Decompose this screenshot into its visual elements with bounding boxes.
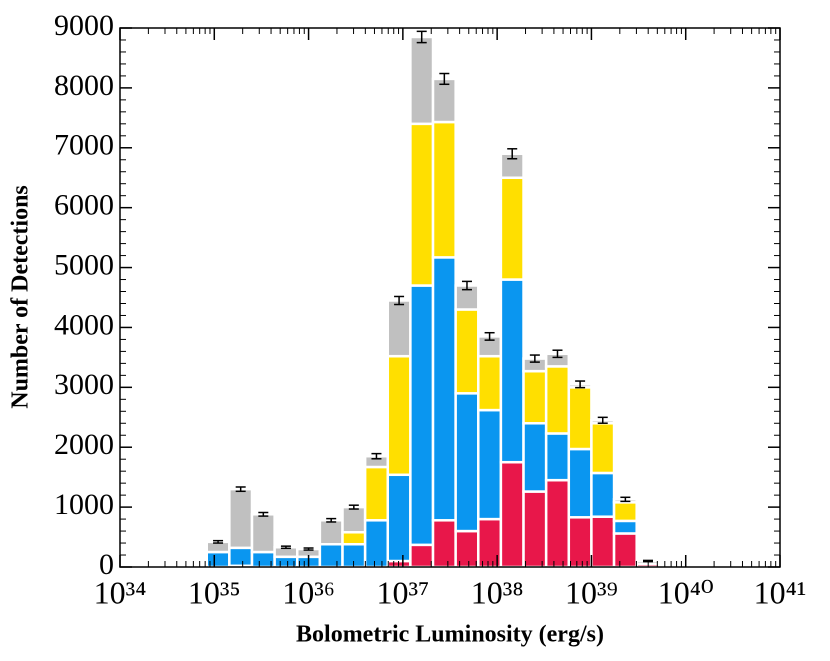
y-tick-label: 2000 (54, 428, 114, 461)
bar-segment (409, 543, 435, 569)
bar-segment (454, 529, 480, 569)
error-bar (439, 72, 450, 86)
y-tick-label: 5000 (54, 248, 114, 281)
error-bar (371, 452, 382, 460)
bar-segment (544, 432, 571, 482)
bar-segment (318, 542, 344, 569)
error-bar (394, 295, 405, 306)
bar-segment (522, 422, 548, 493)
error-bar (258, 511, 269, 517)
bar-segment (499, 278, 525, 464)
bar-segment (318, 519, 344, 546)
bar-segment (454, 392, 480, 533)
y-tick-label: 0 (99, 548, 114, 581)
error-bar (348, 504, 359, 510)
y-tick-label: 1000 (54, 488, 114, 521)
bar-segment (386, 354, 412, 477)
bar-segment (228, 546, 254, 568)
bar-segment (454, 308, 480, 395)
bar-segment (499, 176, 525, 281)
bar-segment (590, 422, 616, 475)
bar-segment (409, 284, 435, 547)
error-bar (620, 496, 631, 503)
error-bar (552, 349, 563, 359)
error-bar (597, 416, 608, 424)
bar-segment (431, 256, 457, 522)
bar-segment (567, 447, 593, 519)
x-tick-label: 10³⁵ (188, 574, 241, 610)
bar-segment (544, 478, 571, 569)
x-tick-label: 10³⁷ (376, 574, 429, 610)
bar-segment (363, 519, 390, 569)
y-tick-label: 9000 (54, 9, 114, 42)
error-bar (484, 331, 495, 341)
y-axis-label: Number of Detections (8, 185, 34, 409)
bar-segment (477, 408, 503, 521)
x-tick-label: 10⁴⁰ (658, 574, 714, 610)
x-tick-label: 10³⁹ (565, 574, 618, 610)
bar-segment (386, 299, 412, 358)
bar-segment (612, 532, 638, 569)
bar-segment (431, 120, 457, 259)
bar-segment (612, 501, 638, 523)
bar-segment (386, 473, 412, 563)
error-bar (303, 547, 314, 551)
x-tick-label: 10³⁶ (282, 574, 335, 610)
error-bar (529, 354, 540, 363)
bar-segment (409, 122, 435, 287)
error-bar (575, 380, 586, 389)
bar-segment (567, 386, 593, 451)
bar-segment (409, 35, 435, 126)
bar-segment (544, 365, 571, 435)
bar-segment (499, 460, 525, 569)
y-tick-label: 6000 (54, 189, 114, 222)
x-axis-label: Bolometric Luminosity (erg/s) (296, 622, 604, 648)
bar-segment (522, 369, 548, 425)
bar-segment (431, 519, 457, 569)
error-bar (326, 517, 337, 523)
bar-segment (228, 487, 254, 550)
error-bar (280, 545, 291, 550)
error-bar (416, 30, 427, 44)
bar-segment (522, 490, 548, 569)
x-tick-label: 10³⁸ (471, 574, 524, 610)
bar-segment (431, 77, 457, 124)
bar-segment (363, 465, 390, 522)
bar-segment (250, 513, 276, 554)
bar-segment (477, 354, 503, 412)
y-tick-label: 8000 (54, 69, 114, 102)
error-bar (461, 280, 472, 291)
bar-segment (341, 505, 367, 534)
error-bar (213, 539, 224, 544)
plot-frame (119, 27, 781, 568)
bar-segment (590, 471, 616, 518)
x-tick-label: 10³⁴ (94, 574, 147, 610)
y-tick-label: 3000 (54, 368, 114, 401)
bar-segment (341, 531, 367, 546)
error-bar (235, 486, 246, 493)
bar-segment (567, 516, 593, 569)
bar-segment (612, 519, 638, 535)
error-bar (507, 148, 518, 160)
y-tick-label: 7000 (54, 129, 114, 162)
y-tick-label: 4000 (54, 308, 114, 341)
bar-segment (590, 515, 616, 569)
x-tick-label: 10⁴¹ (754, 574, 807, 610)
